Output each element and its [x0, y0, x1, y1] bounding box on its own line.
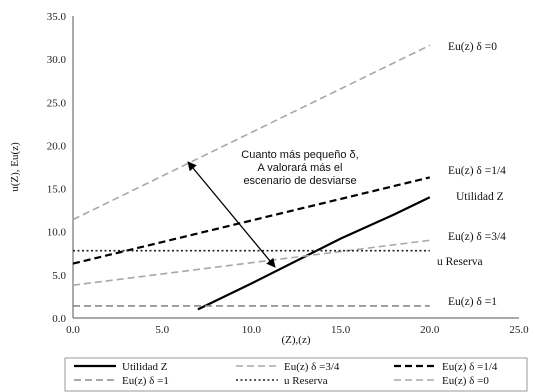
- series-label-3: Eu(z) δ =1: [448, 296, 497, 308]
- series-label-0: Utilidad Z: [456, 191, 504, 203]
- legend-box: [64, 357, 528, 392]
- y-tick-label: 25.0: [47, 97, 67, 109]
- series-line-5: [72, 44, 431, 221]
- y-tick-label: 0.0: [52, 313, 66, 325]
- axes: 0.0 5.0 10.0 15.0 20.0 25.0 0.0 5.0 10.0 15.0 20.0…: [9, 11, 529, 346]
- series-line-1: [72, 239, 430, 286]
- x-axis-title: (Z),(z): [281, 334, 310, 346]
- annotation: Cuanto más pequeño δ,A valorará más eles…: [187, 149, 359, 268]
- series-line-0: [197, 196, 431, 311]
- legend-label-3: Eu(z) δ =1: [122, 375, 169, 387]
- series-label-4: u Reserva: [437, 256, 483, 268]
- annotation-line-1: A valorará más el: [258, 162, 343, 174]
- y-tick-label: 30.0: [47, 54, 67, 66]
- y-axis-title: u(Z), Eu(z): [9, 142, 21, 192]
- series-labels: Utilidad Z Eu(z) δ =3/4 Eu(z) δ =1/4 Eu(z) …: [437, 41, 506, 308]
- x-tick-label: 15.0: [331, 324, 351, 336]
- legend-label-0: Utilidad Z: [122, 361, 168, 373]
- series-line-2: [72, 176, 431, 265]
- x-tick-label: 5.0: [155, 324, 169, 336]
- annotation-arrow: [187, 161, 276, 268]
- x-tick-label: 10.0: [242, 324, 262, 336]
- annotation-line-2: escenario de desviarse: [243, 175, 356, 187]
- series-label-1: Eu(z) δ =3/4: [448, 231, 506, 243]
- legend-label-4: u Reserva: [284, 375, 328, 387]
- y-tick-label: 15.0: [47, 184, 67, 196]
- annotation-line-0: Cuanto más pequeño δ,: [241, 149, 358, 161]
- series-label-2: Eu(z) δ =1/4: [448, 165, 506, 177]
- x-tick-label: 25.0: [509, 324, 529, 336]
- series-label-5: Eu(z) δ =0: [448, 41, 497, 53]
- legend-label-1: Eu(z) δ =3/4: [284, 361, 340, 373]
- x-tick-label: 0.0: [66, 324, 80, 336]
- y-tick-label: 35.0: [47, 11, 67, 23]
- legend: Utilidad Z Eu(z) δ =3/4 Eu(z) δ =1/4 Eu(z) …: [64, 357, 528, 392]
- x-tick-label: 20.0: [420, 324, 440, 336]
- legend-label-2: Eu(z) δ =1/4: [442, 361, 498, 373]
- y-tick-label: 20.0: [47, 140, 67, 152]
- y-tick-label: 5.0: [52, 270, 66, 282]
- legend-label-5: Eu(z) δ =0: [442, 375, 489, 387]
- y-tick-label: 10.0: [47, 227, 67, 239]
